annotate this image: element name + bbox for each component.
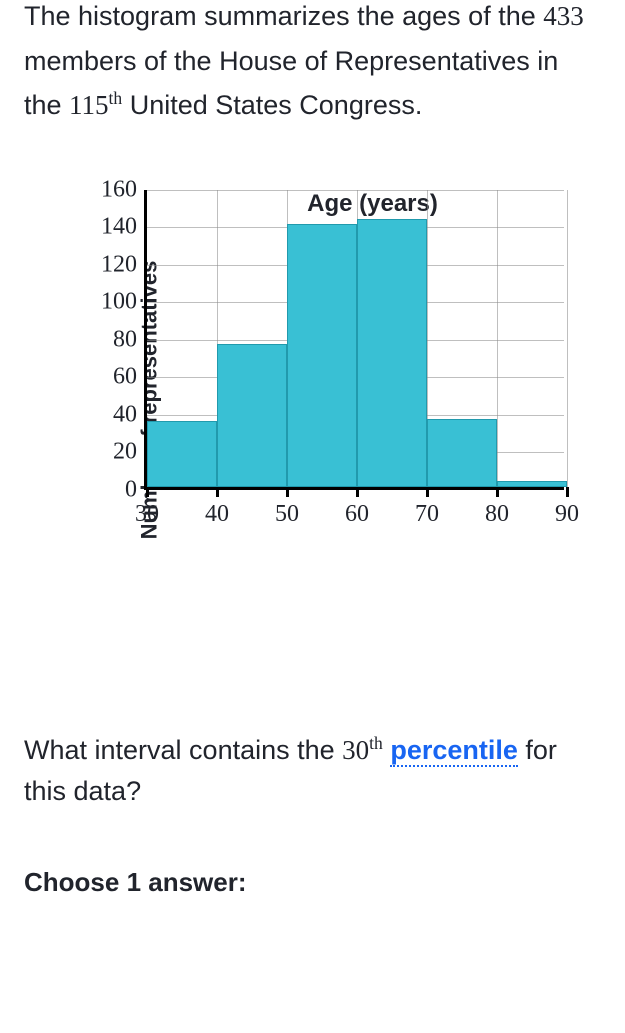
- question-percentile-number: 30: [342, 735, 369, 765]
- x-tick-mark: [146, 487, 149, 497]
- x-tick-mark: [286, 487, 289, 497]
- y-tick-label: 80: [113, 326, 137, 353]
- intro-member-count: 433: [543, 1, 584, 31]
- y-tick-label: 100: [101, 289, 137, 316]
- intro-congress-number: 115: [69, 90, 109, 120]
- x-tick-mark: [426, 487, 429, 497]
- intro-ordinal-suffix: th: [109, 88, 123, 108]
- intro-part1: The histogram summarizes the ages of the: [24, 1, 543, 31]
- x-tick-label: 90: [555, 501, 579, 528]
- histogram-bar: [497, 481, 567, 487]
- gridline-vertical: [497, 190, 498, 487]
- y-tick-label: 140: [101, 214, 137, 241]
- question-part1: What interval contains the: [24, 735, 342, 765]
- histogram-chart: Number of representatives 02040608010012…: [24, 190, 601, 610]
- x-tick-mark: [356, 487, 359, 497]
- x-tick-label: 70: [415, 501, 439, 528]
- intro-part3: United States Congress.: [122, 90, 422, 120]
- x-tick-label: 30: [135, 501, 159, 528]
- y-tick-label: 20: [113, 439, 137, 466]
- x-tick-mark: [496, 487, 499, 497]
- histogram-bar: [217, 344, 287, 487]
- x-tick-label: 60: [345, 501, 369, 528]
- question-ordinal-suffix: th: [369, 733, 383, 753]
- gridline-vertical: [567, 190, 568, 487]
- y-tick-label: 0: [125, 476, 137, 503]
- choose-prompt: Choose 1 answer:: [24, 867, 601, 898]
- histogram-bar: [287, 224, 357, 487]
- x-tick-label: 80: [485, 501, 509, 528]
- gridline-horizontal: [147, 190, 564, 191]
- intro-text: The histogram summarizes the ages of the…: [24, 0, 601, 128]
- percentile-link[interactable]: percentile: [390, 735, 518, 767]
- histogram-bar: [357, 219, 427, 487]
- y-tick-label: 160: [101, 176, 137, 203]
- x-tick-mark: [216, 487, 219, 497]
- question-text: What interval contains the 30th percenti…: [24, 730, 601, 814]
- histogram-bar: [427, 419, 497, 487]
- x-tick-mark: [566, 487, 569, 497]
- y-tick-label: 120: [101, 251, 137, 278]
- chart-plot-area: 02040608010012014016030405060708090: [144, 190, 564, 490]
- histogram-bar: [147, 421, 217, 487]
- y-tick-label: 40: [113, 401, 137, 428]
- y-tick-label: 60: [113, 364, 137, 391]
- x-tick-label: 40: [205, 501, 229, 528]
- x-tick-label: 50: [275, 501, 299, 528]
